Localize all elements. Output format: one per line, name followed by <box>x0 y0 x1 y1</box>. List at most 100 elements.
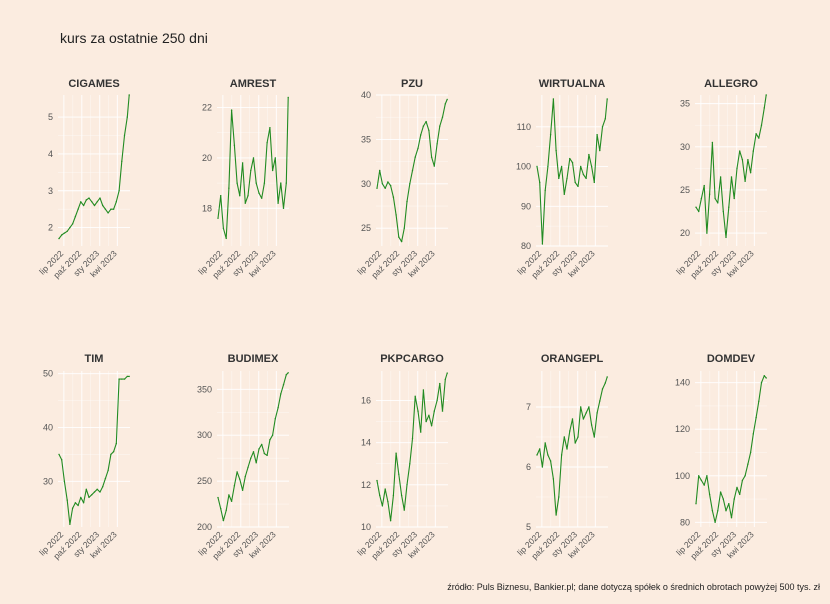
pzu-data-point <box>444 103 446 105</box>
wirtualna-data-point <box>577 185 579 188</box>
budimex-data-point <box>222 519 225 522</box>
budimex-data-point <box>252 451 255 453</box>
pzu-y-tick-label: 40 <box>361 90 371 100</box>
pkpcargo-data-point <box>425 420 427 423</box>
pkpcargo-data-point <box>436 399 438 402</box>
pzu-data-point <box>422 125 425 127</box>
wirtualna-data-point <box>544 189 546 192</box>
pkpcargo-y-tick-label: 10 <box>361 522 371 532</box>
amrest-data-point <box>266 142 268 144</box>
pkpcargo-y-tick-label: 16 <box>361 396 371 406</box>
pzu-data-point <box>392 196 395 198</box>
wirtualna-data-point <box>552 98 555 100</box>
pzu-y-tick-label: 25 <box>361 223 371 233</box>
pzu-data-point <box>403 227 405 229</box>
domdev-data-point <box>714 521 716 523</box>
domdev-data-point <box>695 503 697 505</box>
budimex-data-point <box>233 485 236 487</box>
pzu-data-point <box>379 169 381 172</box>
allegro-data-point <box>703 184 705 187</box>
tim-data-point <box>128 375 130 378</box>
pzu-data-point <box>414 156 416 158</box>
pzu-data-point <box>376 187 378 189</box>
tim-data-point <box>77 504 79 507</box>
panel-title-tim: TIM <box>85 353 104 365</box>
amrest-data-point <box>239 195 241 197</box>
orangepl-data-point <box>601 388 604 390</box>
wirtualna-y-tick-label: 90 <box>521 201 531 211</box>
wirtualna-data-point <box>606 98 608 100</box>
orangepl-y-tick-label: 7 <box>526 402 531 412</box>
wirtualna-data-point <box>604 118 606 120</box>
budimex-y-tick-label: 300 <box>197 430 212 440</box>
panel-title-amrest: AMREST <box>230 78 277 90</box>
tim-data-point <box>99 491 101 493</box>
allegro-data-point <box>714 197 716 200</box>
domdev-data-point <box>749 451 752 454</box>
pzu-data-point <box>384 187 386 189</box>
wirtualna-data-point <box>555 149 557 152</box>
orangepl-y-tick-label: 6 <box>526 462 531 472</box>
pzu-data-point <box>430 156 433 158</box>
allegro-data-point <box>730 176 733 178</box>
domdev-data-point <box>733 498 735 500</box>
pzu-data-point <box>433 165 435 167</box>
allegro-data-point <box>708 193 711 195</box>
cigames-data-point <box>85 199 88 201</box>
budimex-data-point <box>247 466 249 469</box>
domdev-data-point <box>717 510 719 512</box>
tim-data-point <box>63 480 66 482</box>
amrest-data-point <box>274 157 276 159</box>
domdev-y-tick-label: 120 <box>675 424 690 434</box>
budimex-data-point <box>244 475 246 478</box>
orangepl-data-point <box>566 448 568 450</box>
cigames-y-tick-label: 3 <box>48 186 53 196</box>
cigames-data-point <box>74 215 77 218</box>
pzu-data-point <box>446 98 448 101</box>
cigames-y-tick-label: 5 <box>48 112 53 122</box>
pzu-data-point <box>411 169 414 172</box>
tim-data-point <box>91 494 93 496</box>
wirtualna-data-point <box>569 157 571 160</box>
amrest-data-point <box>244 202 246 204</box>
tim-data-point <box>118 378 120 380</box>
domdev-data-point <box>722 498 724 500</box>
amrest-data-point <box>236 182 238 184</box>
domdev-data-point <box>741 479 744 482</box>
orangepl-data-point <box>599 400 601 402</box>
wirtualna-data-point <box>560 165 563 168</box>
wirtualna-data-point <box>571 161 574 164</box>
cigames-data-point <box>112 208 115 210</box>
domdev-data-point <box>706 475 708 477</box>
budimex-y-tick-label: 250 <box>197 476 212 486</box>
domdev-y-tick-label: 80 <box>680 517 690 527</box>
pzu-data-point <box>400 240 403 243</box>
orangepl-data-point <box>582 418 585 420</box>
cigames-data-point <box>77 208 79 210</box>
wirtualna-y-tick-label: 100 <box>516 162 531 172</box>
budimex-data-point <box>282 384 285 386</box>
pkpcargo-data-point <box>400 494 403 497</box>
orangepl-data-point <box>593 436 595 438</box>
amrest-data-point <box>252 157 255 159</box>
cigames-data-point <box>71 223 74 225</box>
budimex-data-point <box>258 448 260 450</box>
budimex-data-point <box>241 489 244 491</box>
budimex-data-point <box>274 418 276 420</box>
allegro-y-tick-label: 20 <box>680 228 690 238</box>
panel-title-cigames: CIGAMES <box>68 78 119 90</box>
pzu-data-point <box>395 214 397 216</box>
tim-data-point <box>61 459 63 461</box>
pzu-data-point <box>409 183 411 185</box>
tim-data-point <box>104 477 107 480</box>
domdev-data-point <box>700 479 703 482</box>
tim-data-point <box>123 378 126 380</box>
allegro-data-point <box>728 206 730 208</box>
pkpcargo-data-point <box>444 378 446 381</box>
pkpcargo-y-tick-label: 14 <box>361 438 371 448</box>
cigames-y-tick-label: 2 <box>48 223 53 233</box>
amrest-data-point <box>287 96 289 99</box>
allegro-data-point <box>717 202 719 204</box>
orangepl-data-point <box>577 436 579 438</box>
domdev-data-point <box>755 416 757 419</box>
